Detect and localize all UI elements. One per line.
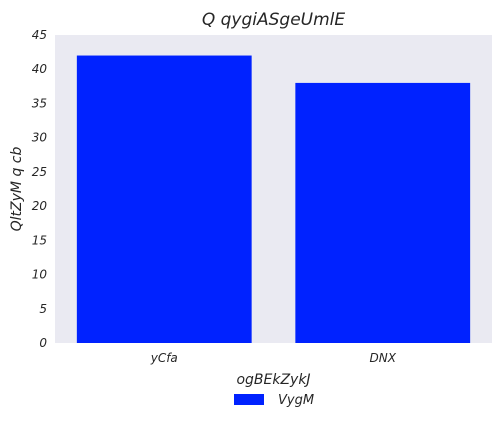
x-ticks: yCfa DNX xyxy=(150,351,397,365)
bar-dnx xyxy=(295,82,471,344)
x-tick-label: yCfa xyxy=(150,351,178,365)
y-tick-label: 35 xyxy=(32,96,47,110)
x-axis-label: ogBEkZykJ xyxy=(236,372,310,388)
y-tick-label: 30 xyxy=(32,131,48,145)
legend-swatch xyxy=(234,394,264,405)
chart-title: Q qygiASgeUmlE xyxy=(202,10,346,30)
legend-label: VygM xyxy=(278,393,314,408)
y-axis-label: QltZyM q cb xyxy=(9,147,25,232)
y-tick-label: 15 xyxy=(32,233,47,247)
bars-layer xyxy=(76,55,471,344)
y-tick-label: 20 xyxy=(32,199,48,213)
y-ticks: 0 5 10 15 20 25 30 35 40 45 xyxy=(32,28,48,350)
y-tick-label: 10 xyxy=(32,268,48,282)
y-tick-label: 5 xyxy=(39,302,47,316)
bar-ycfa xyxy=(76,55,252,344)
y-tick-label: 45 xyxy=(32,28,47,42)
legend: VygM xyxy=(234,393,314,408)
x-tick-label: DNX xyxy=(370,351,397,365)
y-tick-label: 40 xyxy=(32,62,48,76)
y-tick-label: 25 xyxy=(32,165,47,179)
y-tick-label: 0 xyxy=(39,336,47,350)
